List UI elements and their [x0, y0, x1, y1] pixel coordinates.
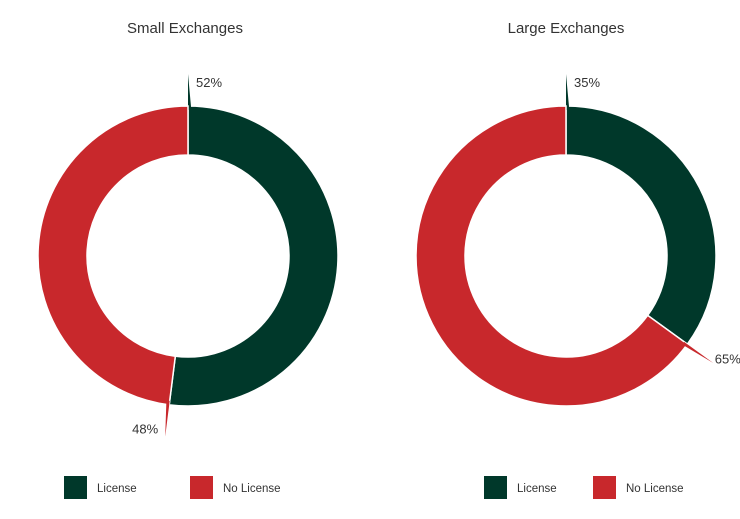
- chart-title: Large Exchanges: [508, 20, 625, 37]
- leader-pointer-no-license: [682, 341, 714, 363]
- slice-no-license: [37, 105, 189, 406]
- donut-chart-large-exchanges: Large Exchanges 35% 65% License No License: [415, 20, 740, 499]
- legend-item-no-license: No License: [593, 476, 684, 499]
- slice-value-label-no-license: 48%: [132, 422, 158, 437]
- slice-value-label-license: 35%: [574, 75, 600, 90]
- legend-item-license: License: [484, 476, 557, 499]
- legend-label: License: [97, 483, 137, 495]
- legend-swatch: [484, 476, 507, 499]
- leader-pointer-no-license: [165, 400, 170, 437]
- slice-value-label-license: 52%: [196, 75, 222, 90]
- legend-swatch: [64, 476, 87, 499]
- slice-license: [565, 105, 717, 346]
- chart-title: Small Exchanges: [127, 20, 243, 37]
- legend-item-license: License: [64, 476, 137, 499]
- legend-label: No License: [626, 483, 684, 495]
- donut-chart-small-exchanges: Small Exchanges 52% 48% License No License: [37, 20, 339, 499]
- legend-item-no-license: No License: [190, 476, 281, 499]
- legend-label: No License: [223, 483, 281, 495]
- legend-label: License: [517, 483, 557, 495]
- leader-pointer-license: [566, 74, 570, 111]
- slice-no-license: [415, 105, 689, 407]
- legend-swatch: [190, 476, 213, 499]
- leader-pointer-license: [188, 74, 192, 111]
- slice-license: [168, 105, 339, 407]
- legend-swatch: [593, 476, 616, 499]
- slice-value-label-no-license: 65%: [715, 351, 740, 366]
